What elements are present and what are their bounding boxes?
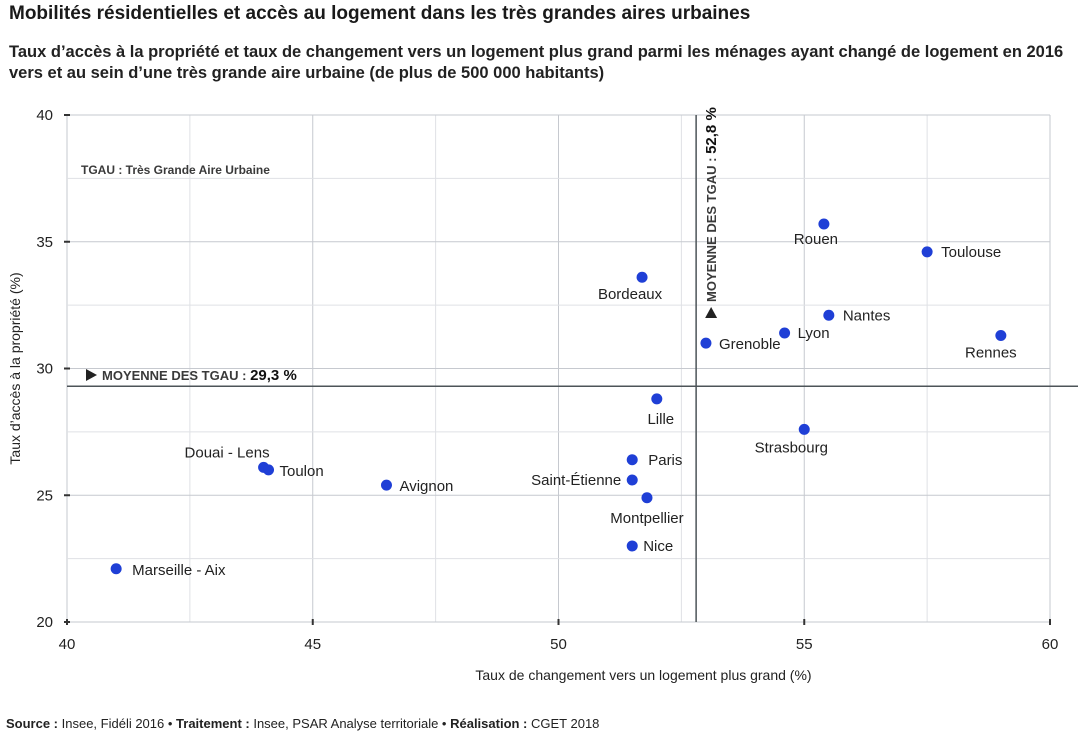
production-label: Réalisation :: [450, 716, 528, 731]
x-tick-label: 50: [550, 636, 567, 653]
chart-title: Mobilités résidentielles et accès au log…: [9, 3, 751, 24]
point-label: Paris: [648, 452, 682, 469]
data-point: [798, 423, 810, 435]
chart-note: TGAU : Très Grande Aire Urbaine: [81, 163, 270, 177]
data-point: [779, 327, 791, 339]
y-tick-label: 20: [36, 614, 53, 631]
data-point: [651, 393, 663, 405]
point-label: Douai - Lens: [185, 444, 270, 461]
point-label: Saint-Étienne: [531, 472, 621, 489]
point-label: Strasbourg: [755, 439, 828, 456]
data-point: [626, 454, 638, 466]
x-tick-label: 55: [796, 636, 813, 653]
point-label: Nantes: [843, 307, 891, 324]
point-label: Toulon: [280, 463, 324, 480]
mean-label-value: 52,8 %: [703, 107, 720, 154]
x-tick-label: 60: [1042, 636, 1059, 653]
y-tick-label: 25: [36, 487, 53, 504]
mean-label-horizontal: MOYENNE DES TGAU : 29,3 %: [102, 367, 297, 384]
y-tick-label: 35: [36, 234, 53, 251]
chart-subtitle: Taux d’accès à la propriété et taux de c…: [9, 43, 1064, 82]
data-point: [626, 540, 638, 552]
data-point: [380, 479, 392, 491]
point-label: Montpellier: [610, 510, 683, 527]
x-tick-label: 40: [59, 636, 76, 653]
x-axis-label: Taux de changement vers un logement plus…: [475, 667, 811, 683]
data-point: [636, 271, 648, 283]
point-label: Lyon: [798, 325, 830, 342]
mean-label-vertical: MOYENNE DES TGAU : 52,8 %: [703, 107, 720, 302]
source-text: Insee, Fidéli 2016 •: [58, 716, 177, 731]
mean-label-prefix: MOYENNE DES TGAU :: [102, 368, 250, 383]
x-tick-label: 45: [304, 636, 321, 653]
point-label: Avignon: [399, 478, 453, 495]
point-label: Marseille - Aix: [132, 562, 226, 579]
data-point: [823, 309, 835, 321]
processing-label: Traitement :: [176, 716, 250, 731]
point-label: Rouen: [794, 231, 838, 248]
y-tick-label: 30: [36, 361, 53, 378]
point-label: Grenoble: [719, 336, 781, 353]
point-label: Rennes: [965, 345, 1017, 362]
point-label: Lille: [647, 411, 674, 428]
data-point: [818, 218, 830, 230]
data-point: [626, 474, 638, 486]
processing-text: Insee, PSAR Analyse territoriale •: [249, 716, 451, 731]
mean-label-value: 29,3 %: [250, 367, 297, 384]
data-point: [921, 246, 933, 258]
data-point: [263, 464, 275, 476]
point-label: Bordeaux: [598, 286, 663, 303]
data-point: [110, 563, 122, 575]
source-label: Source :: [6, 716, 59, 731]
mean-label-prefix: MOYENNE DES TGAU :: [704, 154, 719, 302]
production-text: CGET 2018: [527, 716, 600, 731]
mean-arrow-right: [86, 369, 97, 381]
point-label: Toulouse: [941, 244, 1001, 261]
data-point: [641, 492, 653, 504]
y-axis-label: Taux d’accès à la propriété (%): [7, 272, 23, 464]
point-label: Nice: [643, 538, 673, 555]
data-point: [995, 330, 1007, 342]
data-point: [700, 337, 712, 349]
source-footer: Source : Insee, Fidéli 2016 • Traitement…: [6, 716, 599, 731]
y-tick-label: 40: [36, 107, 53, 124]
mean-arrow-up: [705, 307, 718, 318]
